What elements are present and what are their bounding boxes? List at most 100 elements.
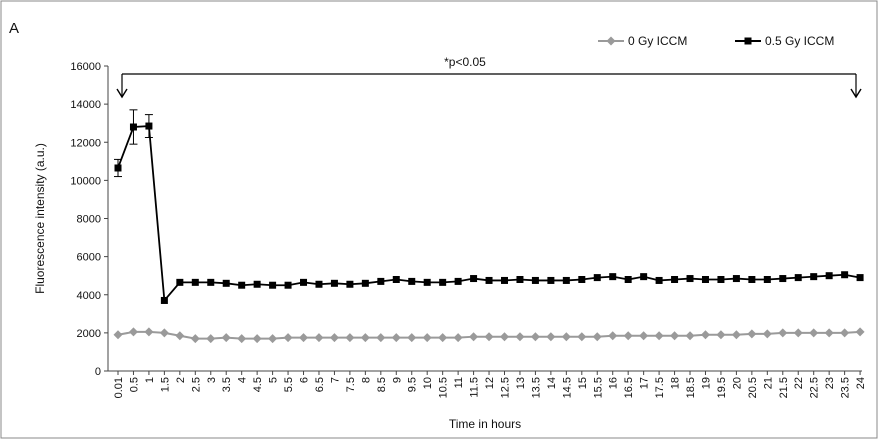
data-point — [655, 276, 663, 284]
data-point — [515, 332, 525, 342]
x-tick-label: 0.01 — [113, 377, 125, 398]
x-tick-label: 11.5 — [469, 377, 481, 398]
data-point — [129, 123, 137, 131]
legend-label: 0 Gy ICCM — [628, 34, 687, 48]
x-tick-label: 10.5 — [438, 377, 450, 398]
data-point — [608, 331, 618, 341]
data-point — [454, 277, 462, 285]
arrow-head-right — [850, 88, 862, 99]
data-point — [654, 331, 664, 341]
x-tick-label: 6.5 — [314, 377, 326, 392]
x-tick-label: 20.5 — [747, 377, 759, 398]
data-point — [824, 328, 834, 338]
data-point — [346, 280, 354, 288]
data-point — [377, 277, 385, 285]
x-tick-label: 19.5 — [716, 377, 728, 398]
data-point — [391, 333, 401, 343]
x-tick-label: 3 — [206, 377, 218, 383]
data-point — [500, 332, 509, 342]
data-point — [577, 332, 587, 342]
x-tick-label: 21.5 — [778, 377, 790, 398]
data-point — [128, 327, 138, 337]
data-point — [731, 330, 741, 340]
x-tick-label: 15 — [577, 377, 589, 389]
y-tick-label: 10000 — [70, 175, 101, 187]
data-point — [748, 276, 756, 283]
x-tick-label: 10 — [422, 377, 434, 389]
data-point — [159, 328, 169, 338]
x-tick-label: 5 — [268, 377, 280, 383]
data-point — [439, 278, 447, 286]
x-tick-label: 2 — [175, 377, 187, 383]
data-point — [562, 276, 570, 284]
data-point — [238, 281, 246, 289]
data-point — [408, 277, 416, 285]
data-point — [640, 273, 648, 281]
x-tick-label: 2.5 — [190, 377, 202, 392]
data-point — [592, 332, 602, 342]
data-point — [547, 276, 555, 284]
data-point — [593, 274, 601, 282]
data-point — [145, 122, 153, 130]
data-point — [793, 328, 803, 338]
data-point — [144, 327, 154, 337]
data-point — [639, 331, 649, 341]
x-tick-label: 24 — [855, 377, 867, 389]
data-point — [686, 275, 694, 283]
data-point — [778, 328, 788, 338]
x-tick-label: 8 — [360, 377, 372, 383]
data-point — [191, 278, 199, 286]
data-point — [407, 333, 417, 343]
data-point — [422, 333, 432, 343]
x-axis-label: Time in hours — [449, 417, 521, 431]
data-point — [763, 276, 771, 283]
data-point — [516, 276, 524, 283]
data-point — [360, 333, 370, 343]
legend: 0 Gy ICCM 0.5 Gy ICCM — [598, 34, 834, 48]
data-point — [453, 333, 463, 343]
data-point — [501, 276, 508, 284]
data-point — [269, 281, 277, 289]
y-tick-label: 4000 — [77, 290, 101, 302]
x-tick-label: 5.5 — [283, 377, 295, 392]
data-point — [300, 278, 308, 286]
y-tick-label: 14000 — [70, 99, 101, 111]
series-control — [113, 327, 865, 344]
x-tick-label: 21 — [762, 377, 774, 389]
data-point — [314, 333, 324, 343]
x-tick-label: 9.5 — [407, 377, 419, 392]
x-tick-label: 16.5 — [623, 377, 635, 398]
x-tick-label: 8.5 — [376, 377, 388, 392]
data-point — [175, 331, 185, 341]
x-tick-label: 1 — [144, 377, 156, 383]
data-point — [206, 334, 216, 344]
legend-item: 0.5 Gy ICCM — [735, 34, 834, 48]
y-tick-label: 6000 — [77, 252, 101, 264]
data-point — [423, 278, 431, 286]
x-tick-label: 9 — [391, 377, 403, 383]
data-point — [779, 275, 787, 283]
data-point — [609, 273, 617, 281]
x-ticks: 0.01 0.5 1 1.5 2 2.5 3 3.5 4 4.5 5 5.5 6 6.5 7 7.5 8 8.5 9… — [113, 371, 867, 398]
data-point — [701, 276, 709, 283]
data-point — [392, 276, 400, 283]
x-tick-label: 22.5 — [809, 377, 821, 398]
data-point — [361, 279, 369, 287]
x-tick-label: 13.5 — [530, 377, 542, 398]
x-tick-label: 12 — [484, 377, 496, 389]
x-tick-label: 3.5 — [221, 377, 233, 392]
data-point — [345, 333, 355, 343]
data-point — [671, 276, 679, 283]
x-tick-label: 18 — [670, 377, 682, 389]
x-tick-label: 14 — [546, 377, 558, 389]
x-tick-label: 22 — [793, 377, 805, 389]
data-point — [221, 333, 231, 343]
data-point — [176, 278, 184, 286]
x-tick-label: 11 — [453, 377, 465, 388]
data-point — [113, 330, 123, 340]
data-point — [485, 276, 493, 284]
x-tick-label: 7 — [329, 377, 341, 383]
data-point — [717, 276, 725, 283]
data-point — [252, 334, 262, 344]
data-point — [299, 333, 309, 343]
